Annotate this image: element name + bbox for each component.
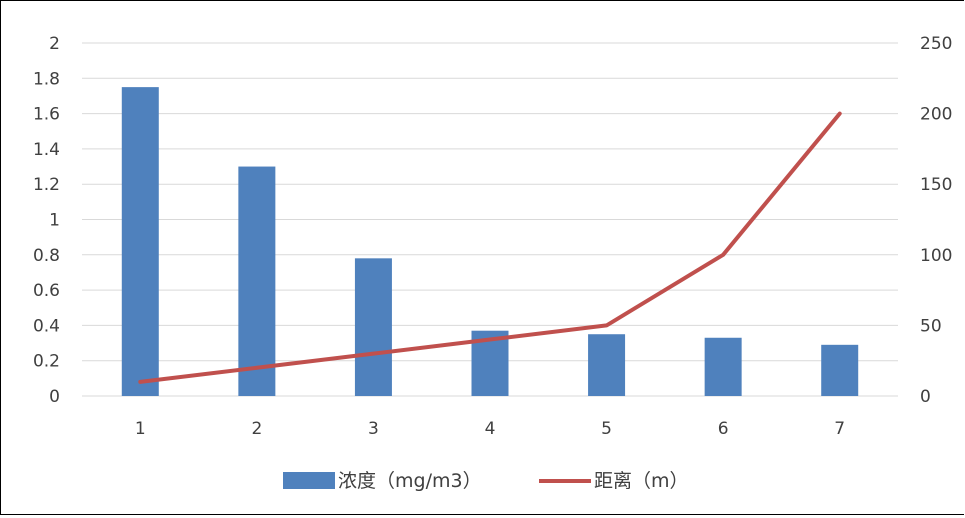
bar (121, 87, 159, 396)
right-tick-label: 100 (920, 246, 952, 266)
left-tick-label: 0.6 (33, 281, 60, 301)
left-tick-label: 2 (49, 34, 60, 54)
right-tick-label: 200 (920, 105, 952, 125)
right-tick-label: 0 (920, 387, 931, 407)
bar (821, 344, 859, 396)
legend-label-bar: 浓度（mg/m3） (338, 470, 482, 492)
left-tick-label: 0.4 (33, 316, 60, 336)
bar (704, 337, 742, 396)
legend: 浓度（mg/m3） 距离（m） (283, 470, 689, 492)
x-tick-label: 2 (251, 419, 262, 439)
bar (354, 258, 392, 396)
legend-swatch-bar (283, 472, 335, 489)
distance-line (138, 111, 842, 384)
left-tick-label: 1.2 (33, 175, 60, 195)
x-tick-label: 5 (601, 419, 612, 439)
left-tick-label: 1.6 (33, 105, 60, 125)
right-axis-ticks: 0 50 100 150 200 250 (920, 34, 952, 407)
x-tick-label: 7 (834, 419, 845, 439)
legend-label-line: 距离（m） (594, 470, 689, 492)
x-axis-ticks: 1 2 3 4 5 6 7 (135, 419, 845, 439)
left-tick-label: 0.2 (33, 352, 60, 372)
left-tick-label: 1 (49, 211, 60, 231)
bar (238, 166, 276, 396)
left-axis-ticks: 0 0.2 0.4 0.6 0.8 1 1.2 1.4 1.6 1.8 2 (33, 34, 60, 407)
x-tick-label: 3 (368, 419, 379, 439)
left-tick-label: 0.8 (33, 246, 60, 266)
left-tick-label: 1.8 (33, 69, 60, 89)
left-tick-label: 0 (49, 387, 60, 407)
x-tick-label: 6 (718, 419, 729, 439)
bar (588, 334, 626, 396)
left-tick-label: 1.4 (33, 140, 60, 160)
right-tick-label: 150 (920, 175, 952, 195)
bar-series (121, 87, 859, 396)
x-tick-label: 1 (135, 419, 146, 439)
line-series (138, 111, 842, 384)
right-tick-label: 50 (920, 316, 942, 336)
right-tick-label: 250 (920, 34, 952, 54)
gridlines (82, 42, 898, 397)
x-tick-label: 4 (485, 419, 496, 439)
